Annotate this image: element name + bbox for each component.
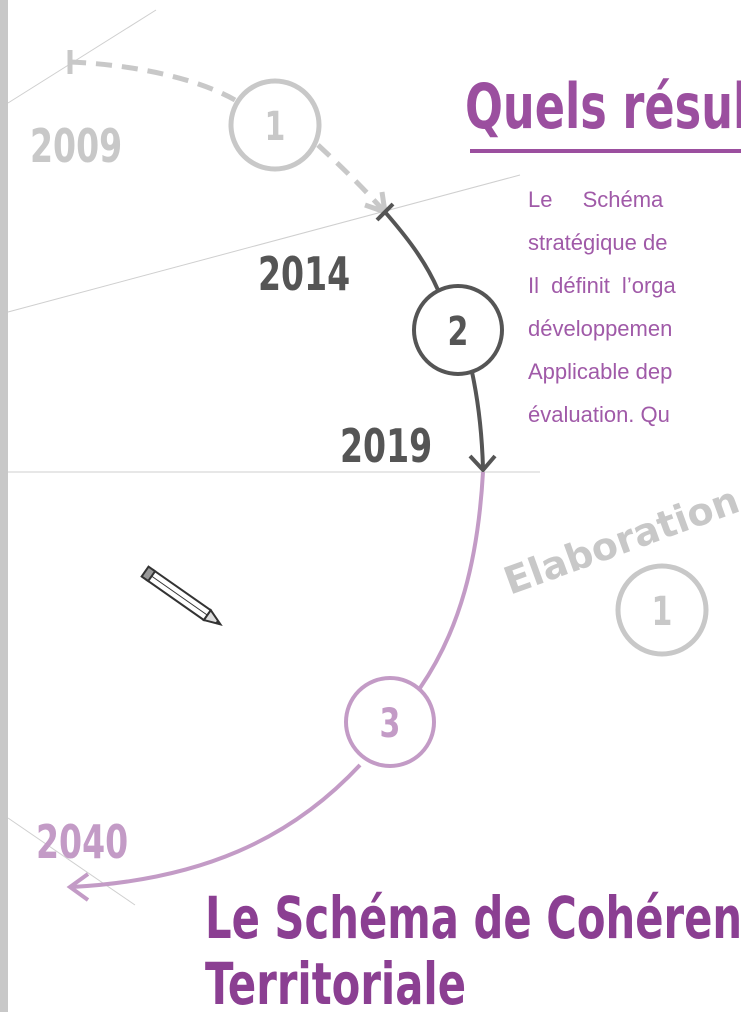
step-number: 1 [265, 104, 286, 150]
stage-number: 1 [652, 589, 673, 635]
year-label: 2019 [340, 421, 432, 474]
page-title: Quels résul [465, 71, 741, 143]
step-number: 2 [448, 309, 469, 355]
page: 1 2 3 2009 2014 2019 2040 Quels résul Le… [0, 0, 741, 1012]
paragraph-line: stratégique de [528, 230, 667, 255]
step-number: 3 [380, 701, 401, 747]
paragraph-line: Applicable dep [528, 359, 672, 384]
footer-title: Territoriale [205, 950, 466, 1012]
paragraph-line: évaluation. Qu [528, 402, 670, 427]
paragraph-line: Le Schéma [528, 187, 664, 212]
year-label: 2040 [36, 817, 128, 870]
footer-title: Le Schéma de Cohérence [205, 884, 741, 952]
paragraph-line: développemen [528, 316, 672, 341]
year-label: 2009 [30, 121, 122, 174]
paragraph-line: Il définit l’orga [528, 273, 677, 298]
year-label: 2014 [258, 249, 350, 302]
side-bar [0, 0, 8, 1012]
